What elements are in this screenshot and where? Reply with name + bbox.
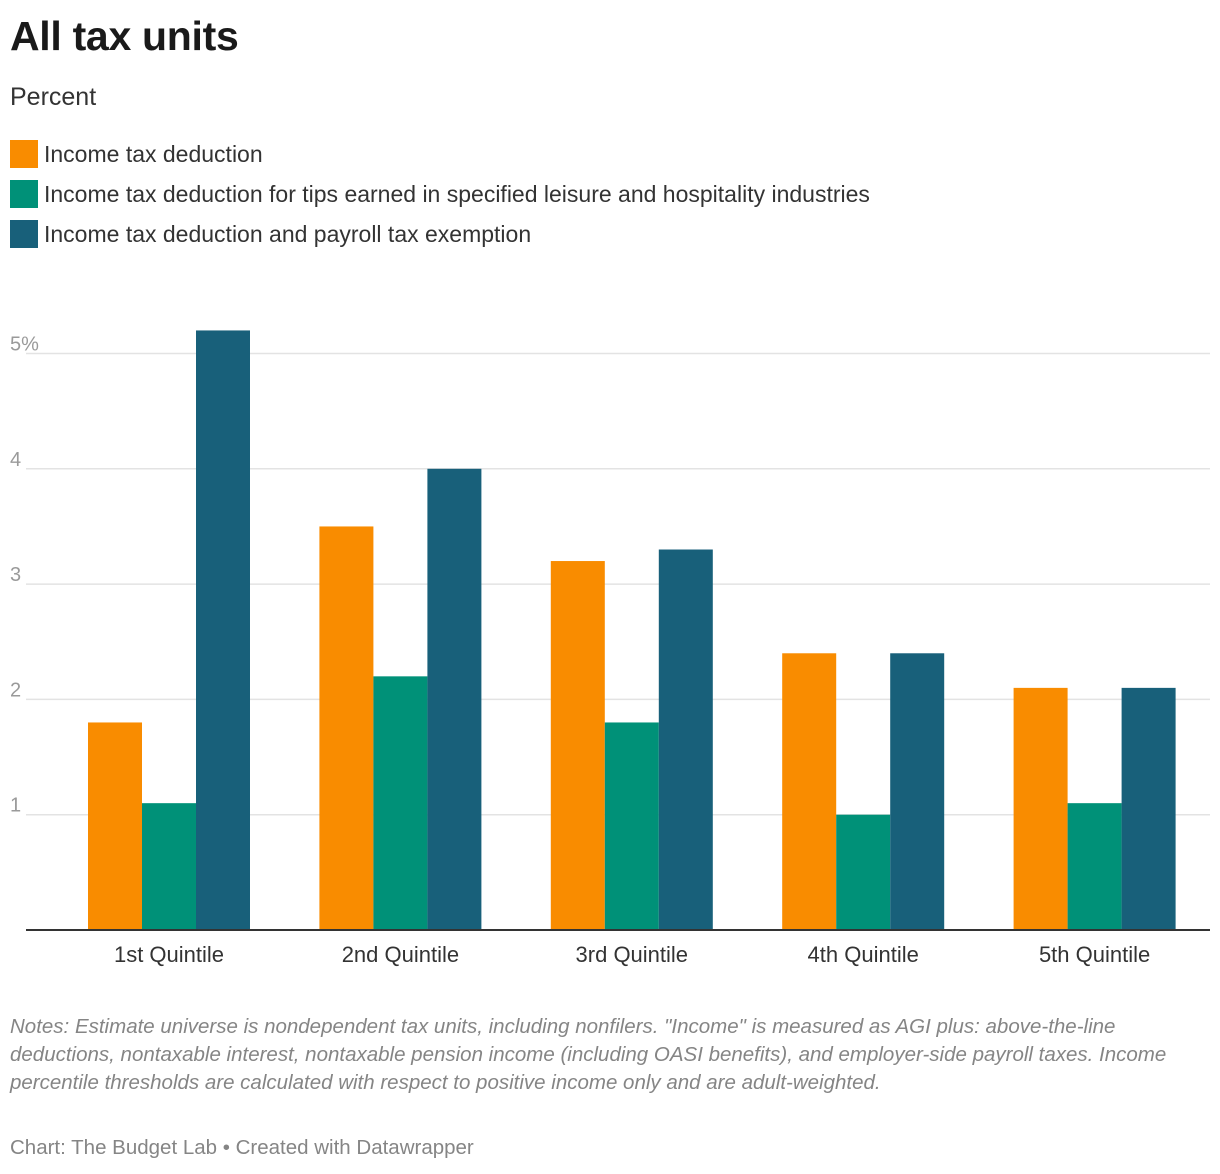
legend-item-deduction-and-payroll-exemption: Income tax deduction and payroll tax exe… — [10, 214, 870, 254]
bar — [142, 803, 196, 930]
x-tick-label: 5th Quintile — [1039, 942, 1150, 967]
legend-item-income-tax-deduction: Income tax deduction — [10, 134, 870, 174]
legend-swatch — [10, 180, 38, 208]
y-tick-label: 4 — [10, 449, 21, 471]
bar — [88, 722, 142, 930]
bar — [1067, 803, 1122, 930]
bar — [836, 814, 891, 930]
bar — [319, 526, 374, 930]
legend-swatch — [10, 140, 38, 168]
bar — [890, 653, 945, 930]
bar — [550, 561, 605, 930]
legend-label: Income tax deduction and payroll tax exe… — [44, 220, 532, 247]
y-tick-label: 2 — [10, 679, 21, 701]
bar — [604, 722, 659, 930]
legend-swatch — [10, 220, 38, 248]
chart-credit: Chart: The Budget Lab • Created with Dat… — [10, 1136, 474, 1159]
bar-chart: 1 2 3 4 5% 1st Quintile 2nd Quintile 3rd Quinti… — [10, 330, 1210, 967]
legend: Income tax deduction Income tax deductio… — [10, 134, 870, 254]
y-tick-label: 1 — [10, 795, 21, 817]
bar — [782, 653, 837, 930]
chart-subtitle: Percent — [10, 83, 97, 111]
bar — [1013, 687, 1068, 930]
x-tick-label: 3rd Quintile — [576, 942, 689, 967]
bar — [1121, 687, 1176, 930]
x-tick-label: 2nd Quintile — [342, 942, 459, 967]
legend-label: Income tax deduction for tips earned in … — [44, 180, 870, 207]
y-tick-label: 5% — [10, 334, 39, 356]
bar — [658, 549, 713, 930]
chart-title: All tax units — [10, 13, 239, 59]
x-tick-label: 1st Quintile — [114, 942, 224, 967]
legend-item-tips-deduction: Income tax deduction for tips earned in … — [10, 174, 870, 214]
chart-notes: Notes: Estimate universe is nondependent… — [10, 1015, 1167, 1094]
y-tick-label: 3 — [10, 564, 21, 586]
x-tick-label: 4th Quintile — [808, 942, 919, 967]
bar — [196, 330, 250, 930]
bar — [427, 468, 482, 930]
bar — [373, 676, 428, 930]
legend-label: Income tax deduction — [44, 140, 263, 167]
